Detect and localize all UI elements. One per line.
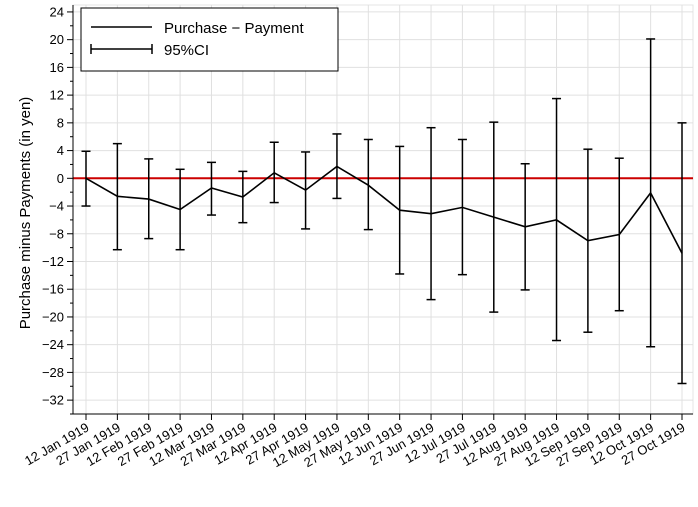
series-line [85,165,683,254]
y-tick-label: −24 [42,337,64,352]
legend: Purchase − Payment 95%CI [80,7,339,72]
y-tick-label: −4 [49,199,64,214]
y-tick-label: −8 [49,226,64,241]
y-tick-label: −12 [42,254,64,269]
y-tick-label: −28 [42,365,64,380]
y-tick-label: −20 [42,309,64,324]
y-tick-label: −32 [42,393,64,408]
y-tick-label: 12 [50,88,64,103]
legend-label-ci: 95%CI [164,42,209,59]
y-tick-label: 8 [57,115,64,130]
y-tick-label: 20 [50,32,64,47]
data-layer [81,38,687,385]
y-tick-label: −16 [42,282,64,297]
y-tick-label: 16 [50,60,64,75]
y-tick-label: 24 [50,4,64,19]
legend-label-series: Purchase − Payment [164,20,304,37]
legend-box [80,7,339,72]
y-tick-label: 4 [57,143,64,158]
y-axis-label: Purchase minus Payments (in yen) [17,97,34,330]
y-tick-label: 0 [57,171,64,186]
